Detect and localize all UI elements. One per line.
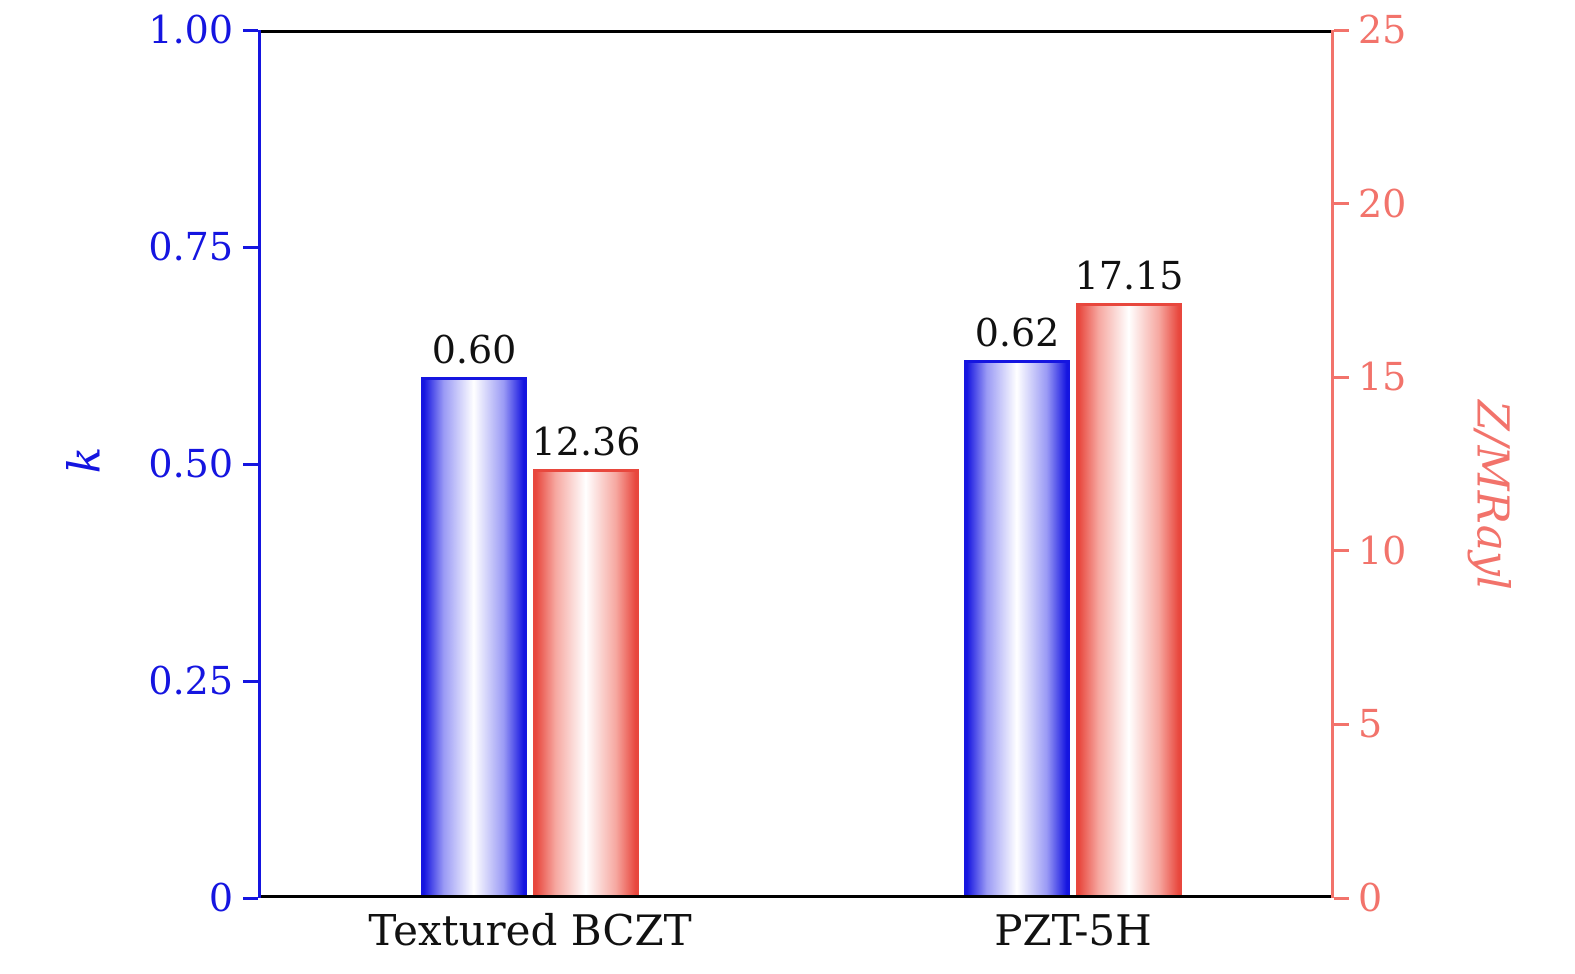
left-axis-tick — [243, 679, 258, 683]
plot-area: 1.00 0.75 0.50 0.25 0 25 20 15 10 5 0 0.60 12.36 Text… — [148, 8, 1406, 955]
right-axis-tick-label: 20 — [1358, 181, 1407, 226]
bar-k-1 — [964, 360, 1070, 898]
left-axis-tick-label: 0.75 — [148, 225, 233, 269]
right-axis-tick-label: 25 — [1358, 8, 1407, 52]
right-axis-tick — [1334, 549, 1349, 553]
left-axis-tick — [243, 28, 258, 32]
category-label: Textured BCZT — [368, 906, 692, 955]
bar-k-0 — [421, 377, 527, 898]
left-axis-tick — [243, 896, 258, 900]
left-axis-tick — [243, 245, 258, 249]
left-axis-title: k — [59, 446, 111, 474]
bar-value-label: 17.15 — [1074, 254, 1184, 298]
right-axis-tick — [1334, 202, 1349, 206]
right-axis-tick — [1334, 375, 1349, 379]
bottom-spine — [258, 895, 1334, 898]
left-axis-tick-label: 0.25 — [148, 659, 233, 703]
left-axis-tick — [243, 462, 258, 466]
bar-value-label: 0.62 — [974, 311, 1060, 355]
right-axis-tick-label: 15 — [1358, 355, 1407, 400]
category-label: PZT-5H — [994, 906, 1152, 955]
right-axis-title: Z/MRayl — [1466, 400, 1518, 590]
bar-z-mrayl-1 — [1076, 303, 1182, 898]
top-spine — [258, 30, 1334, 33]
right-axis-tick-label: 10 — [1358, 528, 1407, 573]
right-axis-tick-label: 0 — [1358, 876, 1383, 920]
bar-z-mrayl-0 — [533, 469, 639, 898]
right-spine — [1331, 30, 1334, 898]
bar-value-label: 0.60 — [431, 328, 517, 372]
right-axis-tick — [1334, 896, 1349, 900]
right-axis-tick-label: 5 — [1358, 702, 1383, 747]
right-axis-tick — [1334, 28, 1349, 32]
left-axis-tick-label: 0.50 — [148, 442, 233, 486]
left-axis-tick-label: 1.00 — [148, 8, 233, 52]
left-axis-tick-label: 0 — [208, 876, 233, 920]
right-axis-tick — [1334, 722, 1349, 726]
left-spine — [258, 30, 261, 898]
bar-value-label: 12.36 — [531, 420, 641, 464]
